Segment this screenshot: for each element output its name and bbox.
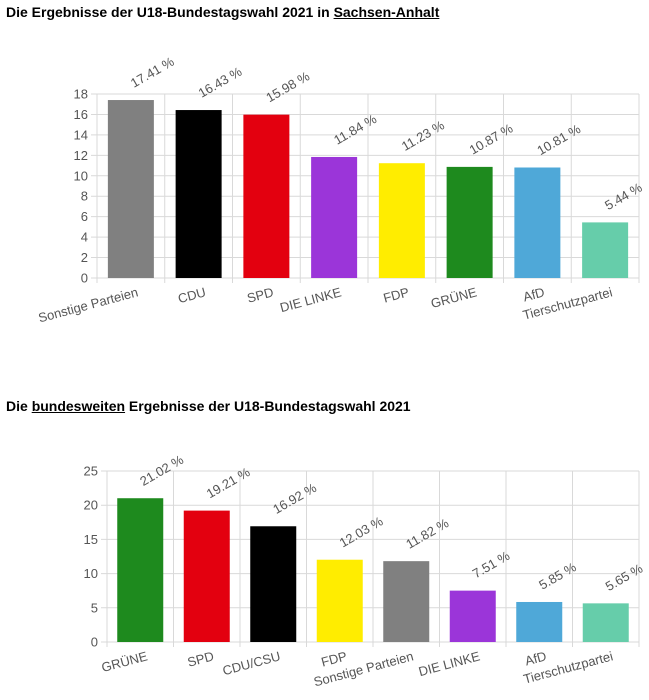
y-tick-label: 18 <box>74 87 88 102</box>
bar <box>107 100 154 278</box>
y-tick-label: 10 <box>74 168 88 183</box>
y-tick-label: 15 <box>84 532 98 547</box>
y-tick-label: 4 <box>81 230 88 245</box>
category-label: SPD <box>186 648 216 669</box>
y-tick-label: 0 <box>91 635 98 650</box>
category-label: CDU <box>176 284 207 306</box>
value-label: 11.82 % <box>403 515 451 552</box>
bar <box>378 163 425 278</box>
bar <box>250 526 297 642</box>
bar <box>243 114 290 278</box>
bar <box>117 498 164 642</box>
bar <box>516 601 563 642</box>
y-tick-label: 25 <box>84 464 98 479</box>
category-label: FDP <box>320 648 349 669</box>
value-label: 12.03 % <box>337 513 386 550</box>
bar <box>446 166 493 278</box>
y-tick-label: 16 <box>74 107 88 122</box>
category-label: AfD <box>523 648 548 668</box>
y-tick-label: 2 <box>81 250 88 265</box>
title-text-region: Sachsen-Anhalt <box>333 4 440 20</box>
category-label: GRÜNE <box>100 648 150 675</box>
bar <box>316 559 363 642</box>
bar <box>183 510 230 642</box>
category-label: CDU/CSU <box>221 648 282 678</box>
y-tick-label: 12 <box>74 148 88 163</box>
value-label: 16.92 % <box>270 480 319 517</box>
y-tick-label: 14 <box>74 127 88 142</box>
bar <box>514 167 561 278</box>
bar <box>582 222 629 278</box>
value-label: 19.21 % <box>204 464 253 501</box>
y-tick-label: 10 <box>84 566 98 581</box>
category-label: FDP <box>382 284 411 305</box>
bar <box>175 110 222 278</box>
title-text-scope: bundesweiten <box>31 398 126 414</box>
bar <box>383 561 430 642</box>
category-label: DIE LINKE <box>417 648 482 679</box>
chart-sachsen-anhalt: Die Ergebnisse der U18-Bundestagswahl 20… <box>6 4 645 326</box>
chart-title-sachsen-anhalt: Die Ergebnisse der U18-Bundestagswahl 20… <box>6 4 439 20</box>
y-tick-label: 5 <box>91 600 98 615</box>
chart-title-bundesweit: Die bundesweiten Ergebnisse der U18-Bund… <box>6 398 411 414</box>
title-text-before: Die <box>6 398 32 414</box>
title-text-before: Die Ergebnisse der U18-Bundestagswahl 20… <box>6 4 334 20</box>
y-tick-label: 8 <box>81 189 88 204</box>
y-tick-label: 20 <box>84 498 98 513</box>
y-tick-label: 0 <box>81 271 88 286</box>
bar <box>582 603 629 642</box>
y-tick-label: 6 <box>81 209 88 224</box>
bar <box>449 590 496 642</box>
value-label: 21.02 % <box>137 452 186 489</box>
category-label: SPD <box>245 284 275 305</box>
bar <box>311 156 358 278</box>
category-label: AfD <box>521 284 546 304</box>
title-text-after: Ergebnisse der U18-Bundestagswahl 2021 <box>125 398 411 414</box>
